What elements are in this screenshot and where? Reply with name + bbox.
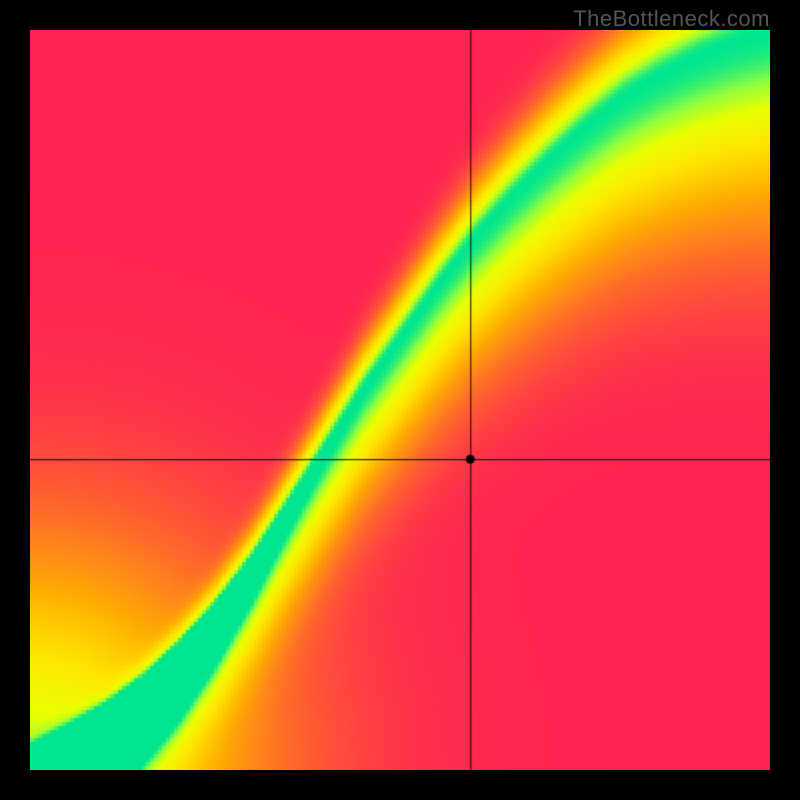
watermark-text: TheBottleneck.com <box>573 6 770 32</box>
chart-frame: TheBottleneck.com <box>0 0 800 800</box>
heatmap-canvas <box>30 30 770 770</box>
heatmap-plot <box>30 30 770 770</box>
